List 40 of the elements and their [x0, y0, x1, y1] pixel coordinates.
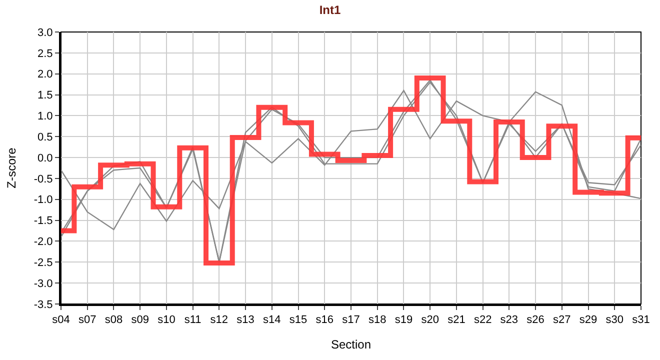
- y-tick-label: -2.5: [34, 257, 53, 269]
- x-tick-label: s16: [316, 314, 334, 326]
- x-tick-label: s31: [632, 314, 650, 326]
- x-tick-label: s17: [342, 314, 360, 326]
- y-tick-label: 0.5: [38, 131, 53, 144]
- y-tick-label: 1.5: [38, 90, 53, 102]
- x-tick-label: s14: [263, 314, 281, 326]
- y-tick-label: 3.0: [38, 26, 53, 39]
- x-tick-label: s30: [606, 314, 624, 326]
- chart-title: Int1: [319, 2, 341, 17]
- x-tick-label: s11: [184, 314, 202, 326]
- x-tick-label: s07: [78, 314, 96, 326]
- y-tick-label: 2.0: [38, 68, 53, 81]
- x-tick-label: s08: [104, 314, 123, 326]
- y-axis-title: Z-score: [4, 147, 19, 188]
- x-tick-label: s22: [474, 314, 492, 326]
- x-tick-label: s21: [448, 314, 466, 326]
- x-tick-label: s10: [158, 314, 176, 326]
- y-tick-label: -1.0: [34, 194, 53, 206]
- x-tick-label: s09: [131, 314, 149, 326]
- x-axis-title: Section: [330, 338, 372, 352]
- y-tick-label: -3.5: [34, 298, 53, 311]
- y-tick-label: 1.0: [38, 110, 53, 123]
- y-tick-label: -3.0: [34, 278, 53, 290]
- x-tick-label: s04: [52, 314, 70, 326]
- x-tick-label: s13: [236, 314, 254, 326]
- y-tick-label: -0.5: [34, 173, 53, 186]
- x-tick-label: s18: [368, 314, 386, 326]
- y-tick-label: -1.5: [34, 215, 53, 228]
- x-tick-label: s20: [421, 314, 439, 326]
- x-tick-label: s26: [526, 314, 544, 326]
- y-tick-label: 2.5: [38, 48, 53, 60]
- x-tick-label: s12: [210, 314, 228, 326]
- x-tick-label: s19: [394, 314, 413, 326]
- x-tick-label: s29: [579, 314, 598, 326]
- x-tick-label: s15: [289, 314, 308, 326]
- y-tick-label: -2.0: [34, 236, 53, 248]
- y-tick-label: 0.0: [38, 152, 53, 164]
- x-tick-label: s27: [553, 314, 571, 326]
- x-tick-label: s23: [500, 314, 518, 326]
